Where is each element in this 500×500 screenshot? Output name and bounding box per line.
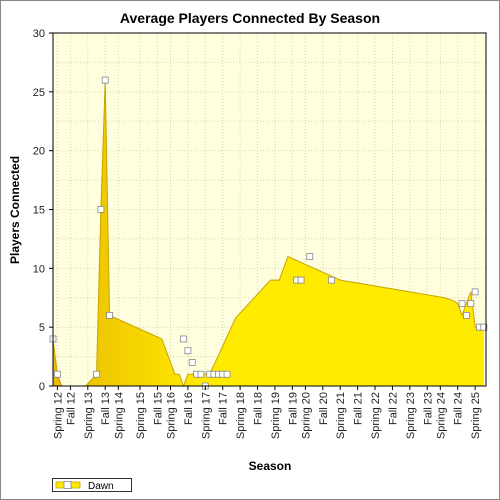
x-tick-label: Fall 20: [318, 392, 330, 425]
series-area-dawn: [53, 80, 484, 387]
data-point-marker: [306, 253, 314, 260]
legend: Dawn: [52, 478, 132, 492]
data-point-marker: [93, 370, 100, 378]
x-tick-label: Spring 21: [335, 392, 347, 439]
plot-area: 0 5 10 15 20 25 30 Spring 12 Fall 12 Spring 13 Fal…: [33, 28, 488, 439]
data-point-marker: [467, 300, 475, 308]
x-tick-label: Spring 15: [135, 392, 147, 439]
data-point-marker: [197, 370, 205, 378]
x-tick-label: Spring 24: [435, 392, 447, 439]
data-point-marker: [188, 359, 196, 366]
chart-title: Average Players Connected By Season: [120, 10, 380, 26]
y-axis-title: Players Connected: [8, 156, 22, 264]
y-tick-label: 0: [39, 381, 45, 393]
x-tick-label: Spring 16: [165, 392, 177, 439]
data-point-marker: [297, 276, 305, 284]
data-point-marker: [184, 347, 192, 355]
data-point-marker: [180, 335, 187, 343]
data-point-marker: [480, 323, 488, 331]
x-tick-label: Fall 23: [422, 392, 434, 425]
data-point-marker: [223, 370, 231, 378]
data-point-marker: [53, 370, 61, 378]
data-point-marker: [458, 300, 466, 308]
x-tick-label: Fall 19: [287, 392, 299, 425]
x-tick-label: Fall 17: [218, 392, 230, 425]
data-point-marker: [97, 206, 105, 213]
x-tick-label: Spring 22: [370, 392, 382, 439]
y-tick-label: 5: [39, 322, 45, 334]
data-point-marker: [101, 76, 109, 84]
x-tick-label: Fall 15: [152, 392, 164, 425]
x-tick-label: Spring 20: [300, 392, 312, 439]
data-point-marker: [471, 288, 479, 296]
x-tick-label: Spring 18: [235, 392, 247, 439]
x-tick-label: Spring 13: [83, 392, 95, 439]
x-tick-label: Spring 12: [52, 392, 64, 439]
x-axis-title: Season: [249, 459, 292, 473]
y-tick-label: 10: [33, 263, 45, 275]
x-tick-label: Fall 16: [183, 392, 195, 425]
x-tick-label: Fall 22: [387, 392, 399, 425]
data-point-marker: [463, 311, 470, 319]
legend-label: Dawn: [88, 481, 114, 492]
y-tick-label: 20: [33, 146, 45, 158]
x-tick-label: Spring 23: [405, 392, 417, 439]
x-tick-label: Fall 12: [65, 392, 77, 425]
x-tick-label: Fall 21: [353, 392, 365, 425]
x-tick-label: Spring 19: [270, 392, 282, 439]
y-tick-label: 30: [33, 28, 45, 40]
x-tick-label: Fall 13: [100, 392, 112, 425]
x-tick-label: Fall 24: [453, 392, 465, 425]
x-tick-label: Fall 18: [253, 392, 265, 425]
legend-marker: [63, 481, 72, 489]
y-tick-label: 25: [33, 87, 45, 99]
x-tick-label: Spring 14: [113, 392, 125, 439]
x-tick-label: Spring 25: [470, 392, 482, 439]
series-line-dawn: [52, 80, 484, 388]
y-tick-label: 15: [33, 205, 45, 217]
data-point-marker: [328, 276, 335, 284]
data-point-marker: [106, 311, 113, 319]
x-tick-label: Spring 17: [200, 392, 212, 439]
